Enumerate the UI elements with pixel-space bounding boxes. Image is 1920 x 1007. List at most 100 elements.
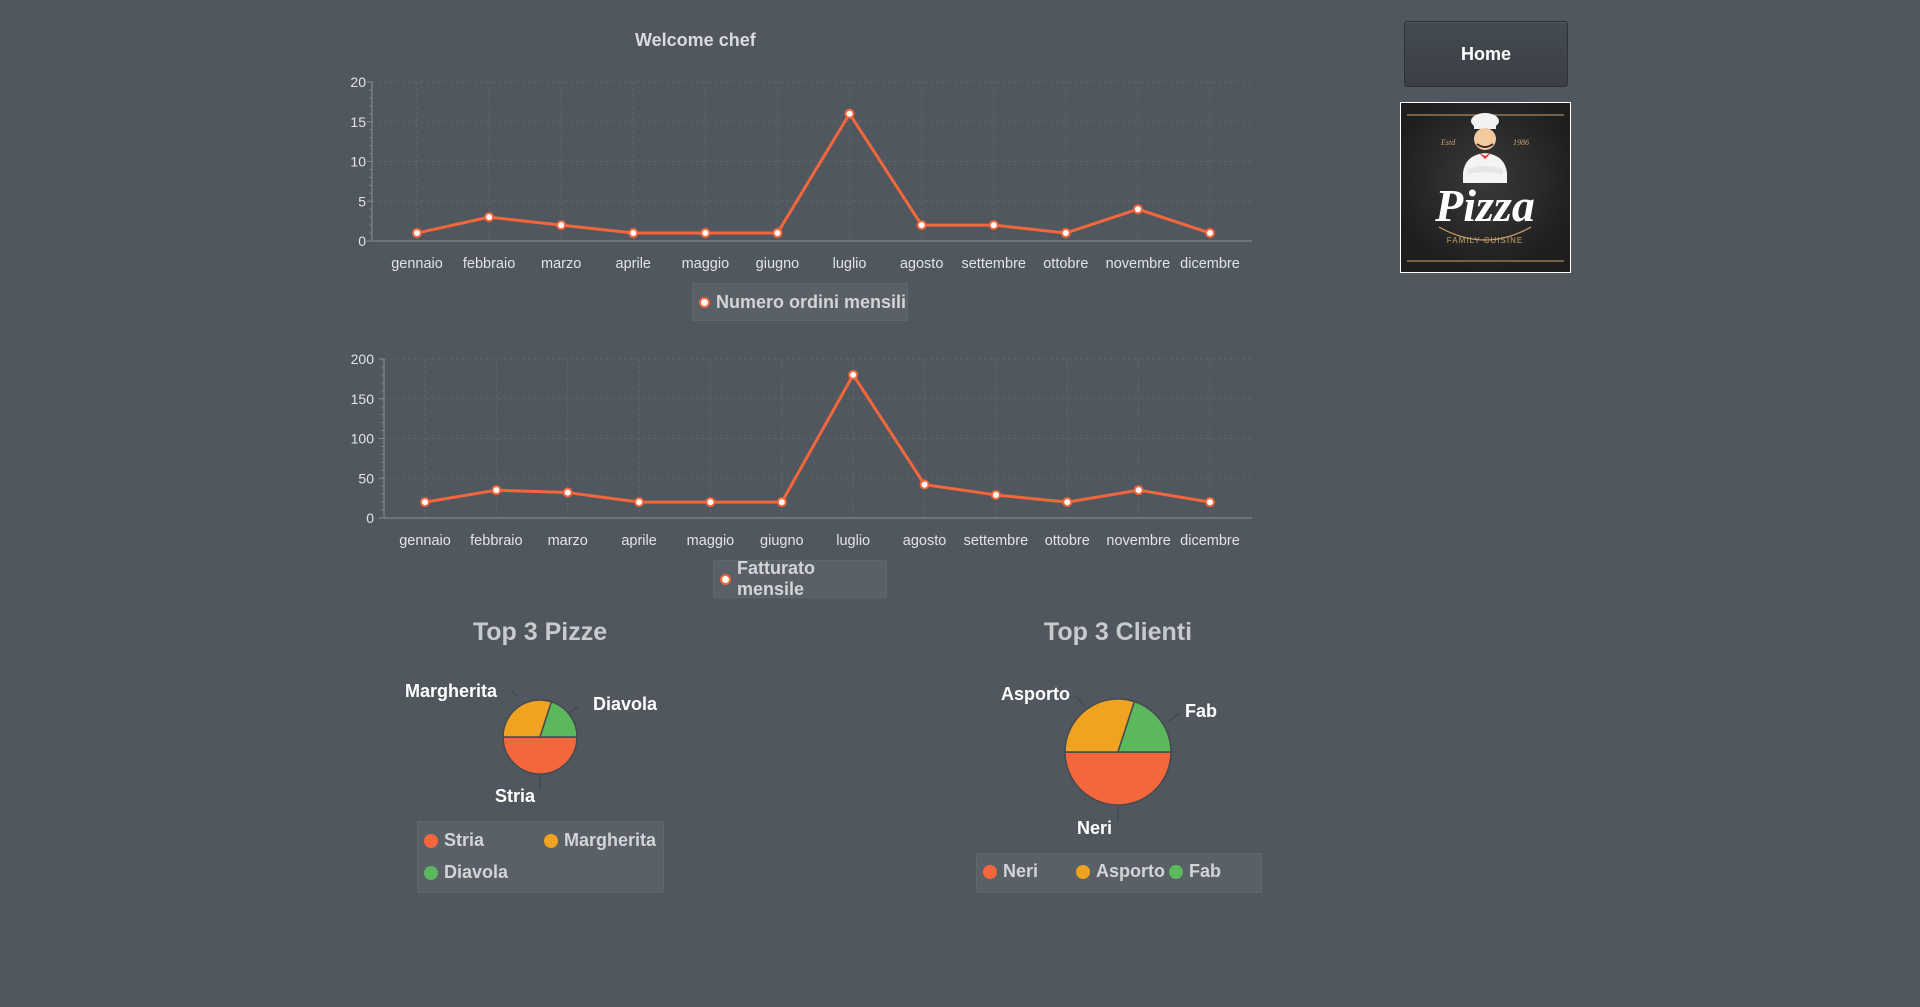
revenue-y-tick: 100 xyxy=(351,431,375,447)
orders-x-tick: gennaio xyxy=(391,256,443,272)
orders-legend: Numero ordini mensili xyxy=(692,283,908,321)
pizze-label-margherita: Margherita xyxy=(405,681,498,701)
pizze-label-diavola: Diavola xyxy=(593,694,658,714)
revenue-x-tick: febbraio xyxy=(470,533,522,549)
clienti-legend-item: Fab xyxy=(1169,861,1221,882)
clienti-legend-item: Neri xyxy=(983,861,1038,882)
logo-estd: Estd xyxy=(1440,138,1456,147)
orders-data-point xyxy=(1205,228,1215,239)
revenue-x-tick: maggio xyxy=(687,533,735,549)
orders-x-tick: luglio xyxy=(833,256,867,272)
swatch-icon xyxy=(1169,864,1183,879)
chef-logo-icon: Estd 1986 Pizza FAMILY CUISINE xyxy=(1407,113,1564,262)
clienti-label-asporto: Asporto xyxy=(1001,684,1070,704)
revenue-x-tick: dicembre xyxy=(1180,533,1240,549)
revenue-data-point xyxy=(1062,497,1073,508)
orders-x-tick: settembre xyxy=(961,256,1025,272)
revenue-data-point xyxy=(776,497,787,508)
orders-series-line xyxy=(416,112,1211,235)
revenue-x-tick: luglio xyxy=(836,533,870,549)
orders-y-tick: 15 xyxy=(350,114,366,130)
orders-data-point xyxy=(916,220,927,231)
pizza-logo: Estd 1986 Pizza FAMILY CUISINE xyxy=(1400,102,1571,273)
orders-x-tick: ottobre xyxy=(1043,256,1088,272)
revenue-x-tick: novembre xyxy=(1106,533,1170,549)
orders-data-point xyxy=(628,228,639,239)
logo-year: 1986 xyxy=(1513,138,1529,147)
orders-y-tick: 0 xyxy=(358,233,366,249)
logo-text: Pizza xyxy=(1434,180,1535,231)
revenue-data-point xyxy=(562,487,573,498)
clienti-pie-title: Top 3 Clienti xyxy=(1043,618,1193,646)
revenue-y-tick: 0 xyxy=(366,510,374,526)
revenue-series-line xyxy=(424,373,1211,504)
orders-data-point xyxy=(484,212,495,223)
orders-data-point xyxy=(1132,204,1143,215)
orders-x-tick: giugno xyxy=(756,256,800,272)
pizze-pie-slice xyxy=(538,700,578,738)
revenue-data-point xyxy=(705,497,716,508)
orders-y-tick: 10 xyxy=(350,154,366,170)
clienti-pie-leader xyxy=(1166,712,1181,723)
welcome-title: Welcome chef xyxy=(635,30,756,50)
orders-x-tick: aprile xyxy=(616,256,651,272)
revenue-data-point xyxy=(634,497,645,508)
orders-x-tick: agosto xyxy=(900,256,944,272)
pizze-legend-label: Stria xyxy=(444,830,485,850)
clienti-legend-label: Fab xyxy=(1189,861,1222,881)
pizze-pie-slice xyxy=(502,736,578,775)
clienti-label-fab: Fab xyxy=(1185,701,1218,721)
orders-x-tick: dicembre xyxy=(1180,256,1240,272)
revenue-x-tick: settembre xyxy=(964,533,1028,549)
orders-legend-dot xyxy=(699,296,710,308)
orders-x-tick: marzo xyxy=(541,256,581,272)
revenue-x-tick: gennaio xyxy=(399,533,451,549)
swatch-icon xyxy=(424,865,438,880)
orders-data-point xyxy=(700,228,711,239)
revenue-data-point xyxy=(1205,497,1215,508)
clienti-pie-slice xyxy=(1064,751,1172,806)
revenue-x-tick: marzo xyxy=(548,533,588,549)
swatch-icon xyxy=(544,833,558,848)
revenue-data-point xyxy=(420,497,430,508)
clienti-pie-leader xyxy=(1076,696,1086,708)
revenue-legend-label: Fatturato mensile xyxy=(736,558,815,599)
clienti-legend-item: Asporto xyxy=(1076,861,1165,882)
swatch-icon xyxy=(1076,864,1090,879)
clienti-pie-slice xyxy=(1116,700,1172,753)
revenue-legend-dot xyxy=(720,573,731,585)
orders-y-tick: 20 xyxy=(350,74,366,90)
pizze-pie-title: Top 3 Pizze xyxy=(472,618,608,646)
orders-data-point xyxy=(1060,228,1071,239)
orders-data-point xyxy=(556,220,567,231)
clienti-pie-slice xyxy=(1064,698,1136,753)
clienti-legend-label: Neri xyxy=(1003,861,1039,881)
revenue-y-tick: 200 xyxy=(351,351,375,367)
revenue-data-point xyxy=(990,489,1001,500)
orders-data-point xyxy=(844,108,855,119)
revenue-y-tick: 50 xyxy=(358,470,374,486)
pizze-legend: Stria Margherita Diavola xyxy=(417,821,664,893)
pizze-legend-item: Margherita xyxy=(544,830,656,851)
clienti-legend: Neri Asporto Fab xyxy=(976,853,1262,893)
pizze-pie-leader xyxy=(511,689,518,698)
orders-x-tick: maggio xyxy=(682,256,730,272)
clienti-legend-label: Asporto xyxy=(1096,861,1165,881)
orders-x-tick: febbraio xyxy=(463,256,515,272)
swatch-icon xyxy=(983,864,997,879)
revenue-data-point xyxy=(491,485,502,496)
pizze-label-stria: Stria xyxy=(495,786,536,806)
orders-data-point xyxy=(772,228,783,239)
home-button[interactable]: Home xyxy=(1404,21,1568,87)
revenue-data-point xyxy=(919,479,930,490)
orders-legend-label: Numero ordini mensili xyxy=(716,291,907,312)
pizze-pie-slice xyxy=(502,699,553,738)
revenue-legend: Fatturato mensile xyxy=(713,558,887,599)
revenue-x-tick: agosto xyxy=(903,533,947,549)
revenue-x-tick: aprile xyxy=(621,533,656,549)
clienti-label-neri: Neri xyxy=(1077,818,1113,838)
pizze-pie-leader xyxy=(569,706,579,713)
orders-y-tick: 5 xyxy=(358,193,366,209)
orders-data-point xyxy=(412,228,422,239)
